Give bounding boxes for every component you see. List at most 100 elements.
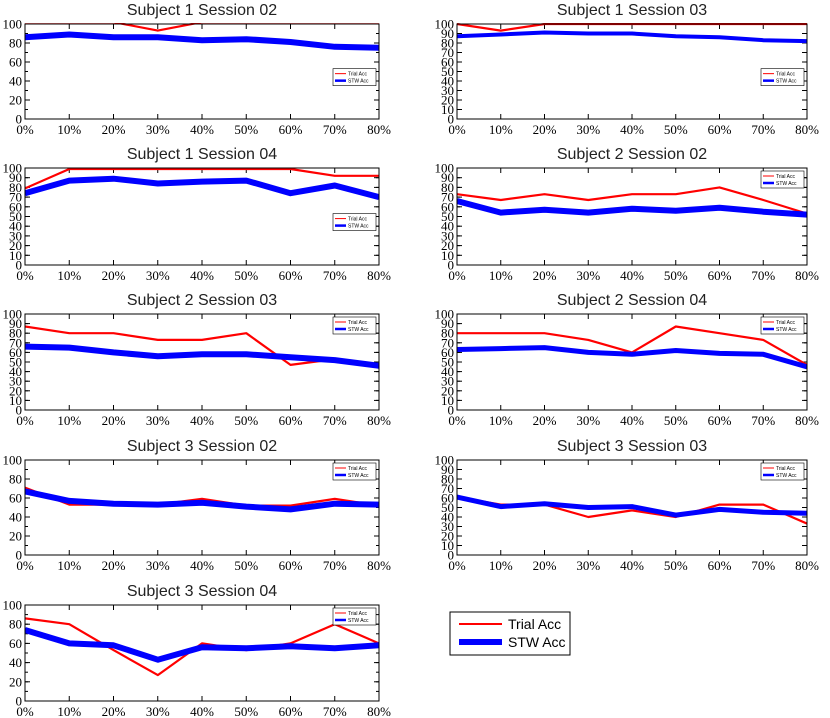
series-line-stw-acc xyxy=(25,175,379,201)
x-tick-label: 0% xyxy=(448,268,466,283)
axes-frame xyxy=(24,604,380,702)
y-tick-label: 60 xyxy=(441,55,454,70)
series-line-trial-acc xyxy=(457,186,807,215)
x-tick-label: 60% xyxy=(708,558,732,573)
y-tick-label: 60 xyxy=(441,199,454,214)
y-tick-label: 20 xyxy=(9,674,22,689)
x-tick-label: 70% xyxy=(323,704,347,718)
figure-legend-label: Trial Acc xyxy=(508,616,561,632)
legend-label: Trial Acc xyxy=(776,71,795,77)
y-tick-label: 10 xyxy=(441,538,454,553)
y-tick-label: 50 xyxy=(441,64,454,79)
x-tick-label: 10% xyxy=(489,558,513,573)
y-tick-label: 30 xyxy=(441,228,454,243)
legend-label: STW Acc xyxy=(776,78,797,84)
axes-frame xyxy=(24,313,380,411)
y-tick-label: 50 xyxy=(441,500,454,515)
y-tick-label: 20 xyxy=(9,529,22,544)
y-tick-label: 60 xyxy=(441,345,454,360)
x-tick-label: 40% xyxy=(620,413,644,428)
x-tick-label: 30% xyxy=(146,413,170,428)
subplot-2: Subject 1 Session 0301020304050607080901… xyxy=(435,2,820,137)
x-tick-label: 80% xyxy=(367,268,391,283)
x-tick-label: 10% xyxy=(57,558,81,573)
x-tick-label: 50% xyxy=(234,413,258,428)
y-tick-label: 80 xyxy=(441,36,454,51)
y-tick-label: 100 xyxy=(435,307,455,322)
axes-frame xyxy=(24,23,380,120)
y-tick-label: 100 xyxy=(435,161,455,176)
x-tick-label: 0% xyxy=(16,704,34,718)
y-tick-label: 0 xyxy=(448,258,455,273)
x-tick-label: 20% xyxy=(102,558,126,573)
y-tick-label: 40 xyxy=(9,655,22,670)
x-tick-label: 30% xyxy=(146,268,170,283)
y-tick-label: 40 xyxy=(441,219,454,234)
y-tick-label: 80 xyxy=(9,36,22,51)
y-tick-label: 20 xyxy=(441,93,454,108)
chart-title-5: Subject 2 Session 03 xyxy=(127,292,277,309)
x-tick-label: 20% xyxy=(533,558,557,573)
subplot-5: Subject 2 Session 0301020304050607080901… xyxy=(3,292,392,428)
y-tick-label: 40 xyxy=(9,219,22,234)
y-tick-label: 60 xyxy=(9,491,22,506)
y-tick-label: 70 xyxy=(441,45,454,60)
x-tick-label: 0% xyxy=(16,413,34,428)
subplot-7: Subject 3 Session 02 0 20 40 60 80 100 0% 10% 20%… xyxy=(3,438,392,573)
y-tick-label: 30 xyxy=(441,374,454,389)
y-tick-label: 80 xyxy=(441,472,454,487)
legend-label: STW Acc xyxy=(348,223,369,229)
x-tick-label: 80% xyxy=(795,122,819,137)
subplot-4: Subject 2 Session 0201020304050607080901… xyxy=(435,146,820,283)
y-tick-label: 90 xyxy=(9,316,22,331)
chart-title-6: Subject 2 Session 04 xyxy=(557,292,707,309)
subplot-9: Subject 3 Session 04 0 20 40 60 80 100 0% 10% 20%… xyxy=(3,583,392,718)
y-tick-label: 40 xyxy=(9,510,22,525)
series-lines xyxy=(25,167,379,201)
x-tick-label: 20% xyxy=(533,122,557,137)
y-tick-label: 0 xyxy=(16,258,23,273)
legend-label: STW Acc xyxy=(348,618,369,624)
series-line-trial-acc xyxy=(25,167,379,190)
x-tick-label: 0% xyxy=(448,558,466,573)
x-tick-label: 20% xyxy=(533,268,557,283)
y-tick-label: 40 xyxy=(9,364,22,379)
legend-label: Trial Acc xyxy=(348,320,367,326)
x-tick-label: 70% xyxy=(323,122,347,137)
x-tick-label: 60% xyxy=(708,413,732,428)
legend-label: STW Acc xyxy=(348,78,369,84)
x-tick-label: 50% xyxy=(234,704,258,718)
axes-frame xyxy=(456,23,808,120)
series-line-stw-acc xyxy=(457,30,807,44)
y-tick-label: 80 xyxy=(9,180,22,195)
x-tick-label: 30% xyxy=(576,558,600,573)
legend-label: Trial Acc xyxy=(776,174,795,180)
legend-label: STW Acc xyxy=(348,473,369,479)
series-lines xyxy=(25,325,379,369)
figure-legend-label: STW Acc xyxy=(508,634,566,650)
y-tick-label: 40 xyxy=(441,74,454,89)
series-lines xyxy=(25,486,379,513)
chart-title-8: Subject 3 Session 03 xyxy=(557,438,707,455)
x-tick-label: 70% xyxy=(751,122,775,137)
axes-frame xyxy=(456,459,808,556)
legend-label: Trial Acc xyxy=(348,466,367,472)
y-tick-label: 10 xyxy=(441,393,454,408)
x-tick-label: 50% xyxy=(664,558,688,573)
x-tick-label: 80% xyxy=(367,704,391,718)
y-tick-label: 30 xyxy=(9,228,22,243)
x-tick-label: 0% xyxy=(448,413,466,428)
y-tick-label: 60 xyxy=(9,199,22,214)
y-tick-label: 90 xyxy=(441,26,454,41)
x-tick-label: 70% xyxy=(751,268,775,283)
x-tick-label: 30% xyxy=(576,122,600,137)
series-line-stw-acc xyxy=(25,627,379,663)
y-tick-label: 100 xyxy=(3,453,23,468)
chart-title-1: Subject 1 Session 02 xyxy=(127,2,277,19)
y-tick-label: 80 xyxy=(9,326,22,341)
y-tick-label: 70 xyxy=(441,335,454,350)
